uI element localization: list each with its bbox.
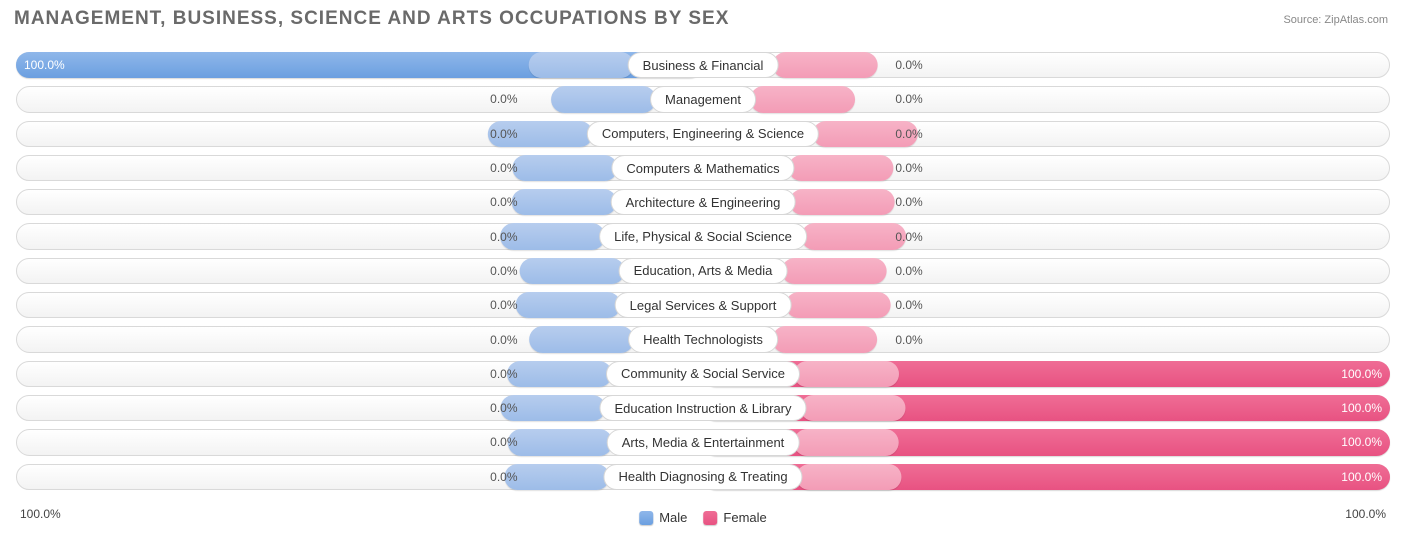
male-zero-label: 0.0% [490,230,517,244]
male-pill [520,258,625,284]
female-pill [781,258,886,284]
category-label: Computers, Engineering & Science [587,121,819,147]
center-group: Computers, Engineering & Science [488,121,918,147]
male-zero-label: 0.0% [490,435,517,449]
category-label: Legal Services & Support [615,292,792,318]
female-zero-label: 0.0% [895,195,922,209]
male-zero-label: 0.0% [490,367,517,381]
category-label: Architecture & Engineering [611,189,796,215]
female-bar-label: 100.0% [1333,470,1390,484]
male-pill [512,189,617,215]
chart-row: 0.0% 0.0% Architecture & Engineering [16,185,1390,219]
male-pill [529,326,634,352]
chart-row: 0.0% 0.0% Health Technologists [16,322,1390,356]
chart-row: 0.0% 100.0% Education Instruction & Librar… [16,391,1390,425]
center-group: Management [551,86,855,112]
center-group: Business & Financial [529,52,878,78]
male-zero-label: 0.0% [490,195,517,209]
male-pill [504,464,609,490]
legend-male-label: Male [659,510,687,525]
center-group: Legal Services & Support [516,292,891,318]
legend-item-male: Male [639,510,687,525]
center-group: Life, Physical & Social Science [500,223,906,249]
male-pill [512,155,617,181]
male-zero-label: 0.0% [490,333,517,347]
male-zero-label: 0.0% [490,401,517,415]
female-pill [789,155,894,181]
male-pill [507,361,612,387]
female-zero-label: 0.0% [895,333,922,347]
female-zero-label: 0.0% [895,161,922,175]
female-pill [750,86,855,112]
female-pill [797,464,902,490]
center-group: Education Instruction & Library [500,395,905,421]
female-pill [785,292,890,318]
chart-row: 0.0% 100.0% Community & Social Service [16,357,1390,391]
category-label: Community & Social Service [606,361,800,387]
axis-left-label: 100.0% [20,507,61,521]
axis-right-label: 100.0% [1345,507,1386,521]
chart-row: 0.0% 100.0% Arts, Media & Entertainment [16,425,1390,459]
source-attribution: Source: ZipAtlas.com [1283,14,1388,26]
female-pill [772,326,877,352]
legend-female-label: Female [723,510,766,525]
female-zero-label: 0.0% [895,127,922,141]
category-label: Arts, Media & Entertainment [607,429,800,455]
chart-title: MANAGEMENT, BUSINESS, SCIENCE AND ARTS O… [14,8,729,30]
category-label: Management [650,86,756,112]
center-group: Education, Arts & Media [520,258,887,284]
chart-row: 100.0% 0.0% Business & Financial [16,48,1390,82]
center-group: Architecture & Engineering [512,189,895,215]
category-label: Education, Arts & Media [619,258,788,284]
female-pill [794,361,899,387]
male-zero-label: 0.0% [490,161,517,175]
chart-row: 0.0% 0.0% Management [16,82,1390,116]
category-label: Health Technologists [628,326,778,352]
male-zero-label: 0.0% [490,470,517,484]
female-pill [801,395,906,421]
male-zero-label: 0.0% [490,92,517,106]
female-pill [793,429,898,455]
male-pill [529,52,634,78]
chart-row: 0.0% 100.0% Health Diagnosing & Treating [16,460,1390,494]
female-bar-label: 100.0% [1333,435,1390,449]
female-bar-label: 100.0% [1333,367,1390,381]
female-zero-label: 0.0% [895,58,922,72]
center-group: Computers & Mathematics [512,155,893,181]
chart-row: 0.0% 0.0% Life, Physical & Social Science [16,219,1390,253]
male-pill [516,292,621,318]
chart-area: 100.0% 0.0% Business & Financial 0.0% 0.0% Ma… [16,48,1390,505]
chart-row: 0.0% 0.0% Computers & Mathematics [16,151,1390,185]
male-bar-label: 100.0% [16,58,73,72]
chart-row: 0.0% 0.0% Legal Services & Support [16,288,1390,322]
male-swatch [639,511,653,525]
female-pill [772,52,877,78]
male-zero-label: 0.0% [490,127,517,141]
category-label: Business & Financial [628,52,779,78]
chart-row: 0.0% 0.0% Computers, Engineering & Science [16,117,1390,151]
male-pill [508,429,613,455]
female-zero-label: 0.0% [895,298,922,312]
center-group: Health Technologists [529,326,877,352]
chart-row: 0.0% 0.0% Education, Arts & Media [16,254,1390,288]
male-zero-label: 0.0% [490,264,517,278]
category-label: Computers & Mathematics [611,155,794,181]
female-zero-label: 0.0% [895,230,922,244]
female-swatch [703,511,717,525]
center-group: Arts, Media & Entertainment [508,429,899,455]
female-pill [789,189,894,215]
female-bar-label: 100.0% [1333,401,1390,415]
legend-item-female: Female [703,510,766,525]
category-label: Education Instruction & Library [599,395,806,421]
female-zero-label: 0.0% [895,92,922,106]
category-label: Health Diagnosing & Treating [603,464,802,490]
female-zero-label: 0.0% [895,264,922,278]
legend: Male Female [639,510,767,525]
male-zero-label: 0.0% [490,298,517,312]
male-pill [551,86,656,112]
category-label: Life, Physical & Social Science [599,223,807,249]
center-group: Community & Social Service [507,361,899,387]
center-group: Health Diagnosing & Treating [504,464,901,490]
female-pill [801,223,906,249]
